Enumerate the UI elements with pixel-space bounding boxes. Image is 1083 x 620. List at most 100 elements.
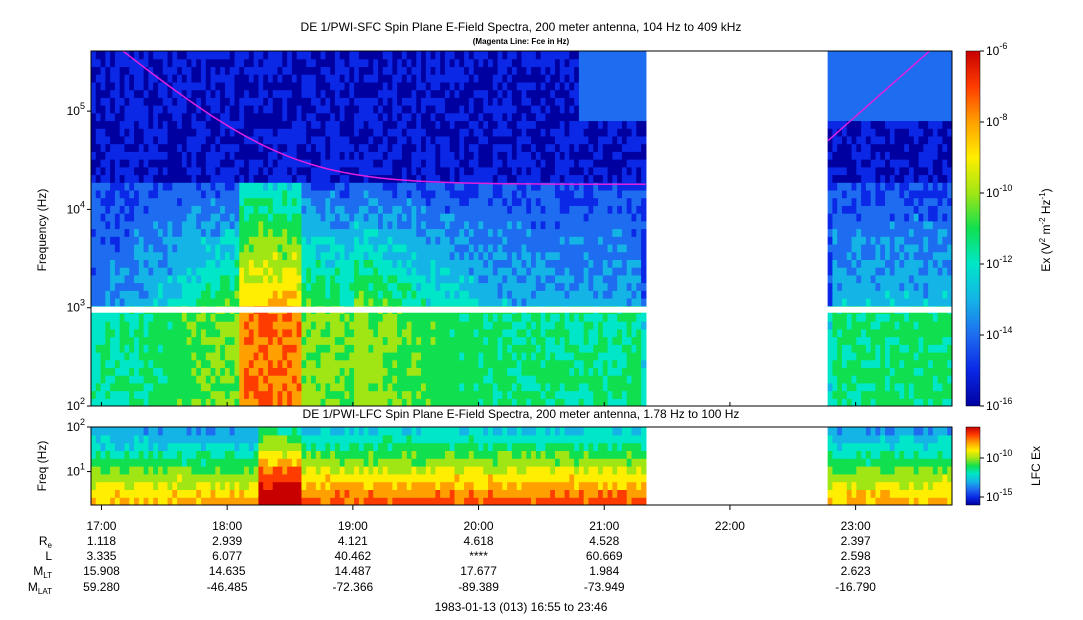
- sfc-heatmap-cell: [119, 151, 126, 160]
- sfc-heatmap-cell: [497, 213, 503, 222]
- sfc-heatmap-cell: [354, 290, 360, 299]
- sfc-heatmap-cell: [201, 336, 207, 345]
- sfc-heatmap-cell: [449, 182, 456, 191]
- sfc-heatmap-cell: [301, 182, 307, 191]
- sfc-heatmap-cell: [416, 243, 422, 253]
- sfc-heatmap-cell: [186, 89, 193, 98]
- sfc-heatmap-cell: [210, 66, 216, 75]
- sfc-heatmap-cell: [181, 112, 188, 122]
- sfc-heatmap-cell: [253, 328, 260, 338]
- sfc-heatmap-cell: [162, 112, 169, 122]
- sfc-heatmap-cell: [464, 290, 470, 299]
- sfc-heatmap-cell: [382, 51, 389, 60]
- sfc-heatmap-cell: [224, 213, 231, 222]
- sfc-heatmap-cell: [177, 66, 183, 75]
- sfc-heatmap-cell: [550, 197, 556, 206]
- sfc-heatmap-cell: [177, 282, 183, 291]
- sfc-heatmap-cell: [502, 51, 508, 60]
- sfc-heatmap-cell: [267, 135, 274, 145]
- sfc-heatmap-cell: [602, 328, 609, 338]
- sfc-heatmap-cell: [91, 174, 97, 183]
- sfc-heatmap-cell: [134, 267, 140, 276]
- sfc-heatmap-cell: [105, 367, 111, 376]
- sfc-heatmap-cell: [459, 51, 465, 60]
- sfc-heatmap-cell: [296, 174, 303, 183]
- sfc-heatmap-cell: [550, 120, 556, 129]
- sfc-heatmap-cell: [392, 189, 398, 199]
- sfc-heatmap-cell: [100, 290, 106, 299]
- sfc-heatmap-cell: [430, 359, 436, 369]
- sfc-heatmap-cell: [593, 166, 599, 176]
- sfc-heatmap-cell: [569, 128, 575, 137]
- sfc-heatmap-cell: [287, 205, 293, 214]
- sfc-heatmap-cell: [311, 359, 317, 369]
- sfc-heatmap-cell: [134, 236, 140, 245]
- sfc-heatmap-cell: [181, 336, 188, 345]
- sfc-heatmap-cell: [588, 105, 594, 114]
- sfc-heatmap-cell: [368, 151, 374, 160]
- sfc-heatmap-cell: [564, 290, 570, 299]
- sfc-heatmap-cell: [521, 189, 527, 199]
- sfc-heatmap-cell: [588, 375, 594, 384]
- sfc-heatmap-cell: [440, 344, 446, 353]
- sfc-heatmap-cell: [488, 182, 494, 191]
- sfc-heatmap-cell: [354, 313, 360, 322]
- sfc-heatmap-cell: [301, 174, 307, 183]
- sfc-heatmap-cell: [598, 159, 604, 168]
- sfc-heatmap-cell: [186, 274, 193, 284]
- sfc-heatmap-cell: [119, 290, 126, 299]
- sfc-heatmap-cell: [569, 97, 575, 106]
- sfc-heatmap-cell: [511, 128, 518, 137]
- sfc-heatmap-cell: [354, 398, 360, 406]
- sfc-heatmap-cell: [210, 398, 216, 406]
- sfc-heatmap-cell: [119, 228, 126, 237]
- sfc-heatmap-cell: [138, 128, 145, 137]
- sfc-heatmap-cell: [296, 290, 303, 299]
- sfc-heatmap-cell: [334, 105, 341, 114]
- sfc-heatmap-cell: [507, 228, 513, 237]
- sfc-heatmap-cell: [444, 243, 451, 253]
- sfc-heatmap-cell: [540, 74, 547, 83]
- sfc-heatmap-cell: [267, 344, 274, 353]
- sfc-heatmap-cell: [114, 81, 121, 91]
- sfc-heatmap-cell: [363, 220, 370, 230]
- sfc-heatmap-cell: [157, 282, 164, 291]
- sfc-heatmap-cell: [440, 398, 446, 406]
- sfc-heatmap-cell: [320, 336, 326, 345]
- sfc-heatmap-cell: [464, 58, 470, 68]
- sfc-heatmap-cell: [416, 321, 422, 330]
- sfc-heatmap-cell: [569, 390, 575, 399]
- sfc-heatmap-cell: [291, 297, 298, 307]
- sfc-heatmap-cell: [172, 375, 178, 384]
- sfc-heatmap-cell: [95, 213, 102, 222]
- sfc-heatmap-cell: [354, 89, 360, 98]
- sfc-heatmap-cell: [191, 290, 197, 299]
- sfc-heatmap-cell: [244, 135, 250, 145]
- sfc-heatmap-cell: [186, 367, 193, 376]
- sfc-heatmap-cell: [416, 182, 422, 191]
- sfc-heatmap-cell: [449, 243, 456, 253]
- sfc-heatmap-cell: [373, 243, 379, 253]
- sfc-heatmap-cell: [234, 328, 240, 338]
- sfc-heatmap-cell: [224, 205, 231, 214]
- sfc-heatmap-cell: [282, 166, 288, 176]
- sfc-heatmap-cell: [602, 321, 609, 330]
- sfc-heatmap-cell: [425, 390, 432, 399]
- sfc-heatmap-cell: [244, 89, 250, 98]
- sfc-heatmap-cell: [435, 367, 441, 376]
- sfc-heatmap-cell: [602, 344, 609, 353]
- sfc-heatmap-cell: [315, 205, 322, 214]
- sfc-heatmap-cell: [464, 143, 470, 152]
- sfc-heatmap-cell: [564, 228, 570, 237]
- sfc-heatmap-cell: [550, 189, 556, 199]
- sfc-heatmap-cell: [554, 166, 561, 176]
- sfc-heatmap-cell: [186, 328, 193, 338]
- sfc-heatmap-cell: [497, 197, 503, 206]
- sfc-heatmap-cell: [535, 89, 542, 98]
- sfc-heatmap-cell: [411, 197, 417, 206]
- sfc-heatmap-cell: [401, 197, 408, 206]
- sfc-heatmap-cell: [315, 128, 322, 137]
- sfc-heatmap-cell: [421, 166, 427, 176]
- sfc-heatmap-cell: [330, 359, 336, 369]
- sfc-heatmap-cell: [545, 143, 551, 152]
